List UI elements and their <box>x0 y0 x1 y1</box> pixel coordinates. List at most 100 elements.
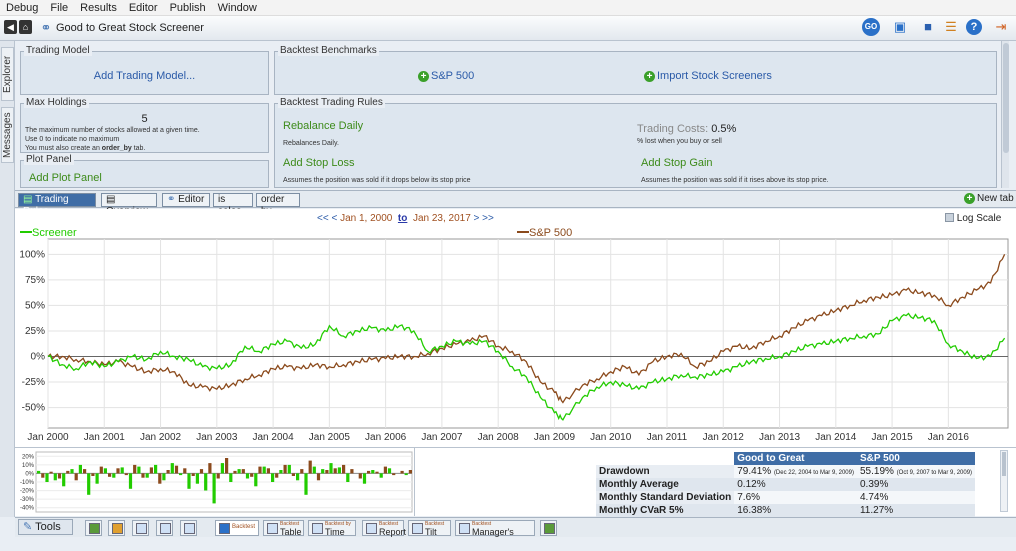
max-holdings-value[interactable]: 5 <box>141 113 148 125</box>
x-tick-label: Jan 2011 <box>647 432 688 443</box>
x-tick-label: Jan 2015 <box>872 432 914 443</box>
help-icon[interactable]: ? <box>966 19 982 35</box>
add-plot-panel-link[interactable]: Add Plot Panel <box>29 172 102 184</box>
menu-window[interactable]: Window <box>217 1 257 14</box>
stats-scrollbar[interactable] <box>1000 450 1008 512</box>
trading-model-title: Trading Model <box>24 45 92 56</box>
trading-costs-value: 0.5% <box>711 123 737 135</box>
image-icon[interactable]: ▣ <box>893 19 907 34</box>
trading-costs[interactable]: Trading Costs: 0.5% <box>637 123 736 135</box>
menu-bar: Debug File Results Editor Publish Window <box>0 0 1016 16</box>
note: (Dec 22, 2004 to Mar 9, 2009) <box>773 470 854 476</box>
menu-debug[interactable]: Debug <box>6 1 39 14</box>
mini-bar <box>179 473 183 476</box>
mini-bar <box>371 470 375 474</box>
tab-order-by[interactable]: order by <box>256 193 300 217</box>
y-tick-label: 25% <box>25 326 45 337</box>
legend-label: S&P 500 <box>529 227 573 239</box>
tab-backtest-tilt[interactable]: Backtest Tilt <box>408 520 451 537</box>
x-tick-label: Jan 2001 <box>84 432 126 443</box>
panels-scrollbar[interactable] <box>1001 41 1009 188</box>
log-scale-checkbox[interactable] <box>945 213 954 222</box>
date-from[interactable]: Jan 1, 2000 <box>340 213 393 224</box>
tab-sublabel: Backtest by <box>325 521 351 527</box>
next-date-button[interactable]: > >> <box>473 213 494 224</box>
exit-icon[interactable]: ⇥ <box>995 19 1007 34</box>
stats-value-b: 11.27% <box>856 504 976 517</box>
tab-editor[interactable]: ⚭ Editor <box>162 193 210 207</box>
mini-bar <box>241 469 245 474</box>
mini-bar <box>379 473 383 478</box>
mini-bar <box>212 473 216 504</box>
date-to-link[interactable]: to <box>397 213 408 224</box>
back-button[interactable]: ◀ <box>4 20 17 34</box>
mini-bar <box>254 473 258 487</box>
stats-scrollbar-thumb[interactable] <box>1002 452 1006 476</box>
tab-label: Tilt <box>425 527 437 537</box>
go-button[interactable]: GO <box>862 18 880 36</box>
mini-bar <box>304 473 308 495</box>
tab-trading-rules[interactable]: ▤ Trading Rules <box>18 193 96 217</box>
scrollbar-thumb[interactable] <box>1003 43 1009 153</box>
menu-results[interactable]: Results <box>80 1 117 14</box>
add-trading-model-link[interactable]: Add Trading Model... <box>93 70 196 82</box>
mini-bar <box>275 473 279 478</box>
mini-bar <box>271 473 275 482</box>
tab-icon-4[interactable] <box>156 520 173 536</box>
tab-icon-extra[interactable] <box>540 520 557 536</box>
mini-bar <box>258 466 262 474</box>
menu-publish[interactable]: Publish <box>169 1 206 14</box>
tab-icon-2[interactable] <box>108 520 125 536</box>
mini-bar <box>346 473 350 482</box>
side-tab-messages[interactable]: Messages <box>1 107 14 163</box>
tab-icon-5[interactable] <box>180 520 197 536</box>
tab-backtest-table[interactable]: Backtest Table <box>263 520 304 537</box>
equity-chart: << < Jan 1, 2000 to Jan 23, 2017 > >> Lo… <box>15 209 1016 448</box>
mini-bar <box>208 463 212 474</box>
menu-editor[interactable]: Editor <box>128 1 158 14</box>
new-tab-button[interactable]: + New tab <box>964 193 1014 204</box>
add-stop-loss-link[interactable]: Add Stop Loss <box>283 157 355 169</box>
tab-overview[interactable]: ▤ Overview <box>101 193 157 217</box>
menu-file[interactable]: File <box>50 1 69 14</box>
x-tick-label: Jan 2010 <box>590 432 632 443</box>
desc-line-3: You must also create an order_by tab. <box>25 144 200 153</box>
trading-costs-label: Trading Costs: <box>637 123 709 135</box>
side-tab-explorer[interactable]: Explorer <box>1 47 14 101</box>
y-tick-label: 75% <box>25 275 45 286</box>
mini-bar <box>342 464 346 474</box>
note: (Oct 9, 2007 to Mar 9, 2009) <box>896 470 973 476</box>
monthly-returns-chart: 20% 10% 0% -10% -20% -30% -40% <box>20 451 413 513</box>
network-icon: ⚭ <box>40 20 52 35</box>
prev-date-button[interactable]: << < <box>317 213 338 224</box>
app-title: Good to Great Stock Screener <box>56 22 204 34</box>
tools-tab[interactable]: ✎ Tools <box>18 519 73 535</box>
rebalance-daily-link[interactable]: Rebalance Daily <box>283 120 364 132</box>
tab-backtest-report[interactable]: Backtest Report <box>362 520 406 537</box>
trading-rules-panel: Backtest Trading Rules Rebalance Daily R… <box>274 97 997 188</box>
add-stop-gain-link[interactable]: Add Stop Gain <box>641 157 713 169</box>
log-scale-toggle[interactable]: Log Scale <box>945 213 1001 224</box>
sp500-benchmark-link[interactable]: + S&P 500 <box>418 70 474 82</box>
mini-bar <box>99 466 103 474</box>
tab-backtest[interactable]: Backtest <box>215 520 259 536</box>
desc3-suffix: tab. <box>131 145 146 152</box>
tab-icon-3[interactable] <box>132 520 149 536</box>
stats-table: Good to Great S&P 500 Drawdown 79.41% (D… <box>596 452 976 517</box>
tab-is-sales[interactable]: is sales <box>213 193 253 217</box>
mini-bar <box>91 473 95 476</box>
mini-bar <box>166 470 170 474</box>
stats-label: Monthly Standard Deviation <box>596 491 735 504</box>
mini-bar <box>162 473 166 481</box>
import-screeners-link[interactable]: + Import Stock Screeners <box>644 70 772 82</box>
tab-backtest-time[interactable]: Backtest by Time <box>308 520 356 537</box>
save-icon[interactable]: ■ <box>924 19 932 34</box>
mini-bar <box>137 466 141 474</box>
desc-line-2: Use 0 to indicate no maximum <box>25 136 120 143</box>
list-icon[interactable]: ☰ <box>945 19 957 34</box>
date-to[interactable]: Jan 23, 2017 <box>412 213 471 224</box>
tab-icon-1[interactable] <box>85 520 102 536</box>
mini-bar <box>41 473 45 478</box>
home-button[interactable]: ⌂ <box>19 20 32 34</box>
